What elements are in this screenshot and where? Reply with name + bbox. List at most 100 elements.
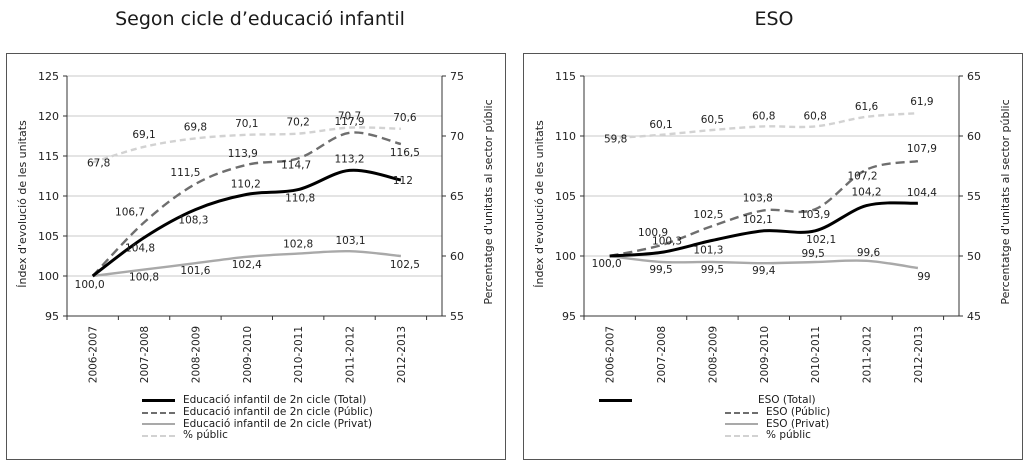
legend-item-pct: % públic <box>599 430 830 442</box>
data-label-total: 110,8 <box>285 193 315 205</box>
series-line-pct <box>609 112 918 140</box>
data-label-pct: 60,1 <box>649 119 672 131</box>
data-label-pct: 70,7 <box>338 111 361 123</box>
x-tick-label: 2012-2013 <box>396 326 408 383</box>
legend-item-pct: % públic <box>142 430 373 442</box>
chart-title-infantil: Segon cicle d’educació infantil <box>115 8 405 30</box>
chart-title-eso: ESO <box>754 8 794 30</box>
y-tick-label-right: 60 <box>967 130 981 143</box>
legend: Educació infantil de 2n cicle (Total) Ed… <box>142 394 373 442</box>
data-label-total: 113,2 <box>335 153 365 165</box>
legend: ESO (Total) ESO (Públic) ESO (Privat) % … <box>599 394 831 442</box>
data-label-total: 104,8 <box>125 243 155 255</box>
legend-label-total: Educació infantil de 2n cicle (Total) <box>183 394 367 406</box>
chart-plot-eso: 95 100 105 110 115 45 50 55 60 65 2006-2007 2007-20… <box>533 70 1012 383</box>
y-axis-title-left: Índex d'evolució de les unitats <box>533 120 546 288</box>
y-axis-title-right: Percentatge d'unitats al sector públic <box>482 99 495 304</box>
data-label-pct: 69,8 <box>184 121 207 133</box>
chart-plot-infantil: 95 100 105 110 115 120 125 55 60 65 70 75 2006-2007 2… <box>16 70 495 383</box>
data-label-pct: 59,8 <box>604 133 627 145</box>
legend-item-private: Educació infantil de 2n cicle (Privat) <box>142 417 373 431</box>
data-label-private: 102,4 <box>232 259 262 271</box>
legend-swatch-private <box>725 423 758 426</box>
y-tick-label-left: 100 <box>38 270 59 283</box>
data-label-private: 99,5 <box>649 264 672 276</box>
legend-label-pct: % públic <box>766 429 811 442</box>
x-tick-label: 2009-2010 <box>759 326 771 383</box>
y-tick-label-left: 115 <box>555 70 576 83</box>
legend-swatch-private <box>142 423 175 426</box>
data-label-pct: 67,8 <box>87 157 110 169</box>
legend-swatch-pct <box>142 435 175 438</box>
legend-swatch-total <box>142 399 175 403</box>
chart-panel-eso: 95 100 105 110 115 45 50 55 60 65 2006-2007 2007-20… <box>523 53 1023 460</box>
x-tick-label: 2007-2008 <box>139 326 151 383</box>
data-label-public: 106,7 <box>115 206 145 218</box>
chart-panel-infantil: 95 100 105 110 115 120 125 55 60 65 70 75 2006-2007 2… <box>6 53 506 460</box>
data-label-public: 117,9 <box>335 116 365 128</box>
y-tick-label-right: 65 <box>967 70 981 83</box>
legend-item-total: Educació infantil de 2n cicle (Total) <box>142 394 373 407</box>
legend-label-total: ESO (Total) <box>758 394 816 406</box>
data-label-total: 108,3 <box>178 215 208 227</box>
y-tick-label-right: 70 <box>450 130 464 143</box>
legend-label-private: ESO (Privat) <box>766 417 830 430</box>
data-label-public: 113,9 <box>228 148 258 160</box>
data-label-public: 103,9 <box>800 209 830 221</box>
y-tick-label-left: 110 <box>38 190 59 203</box>
data-label-public: 111,5 <box>170 167 200 179</box>
legend-item-public: ESO (Públic) <box>599 405 831 419</box>
x-tick-label: 2008-2009 <box>707 326 719 383</box>
legend-label-public: ESO (Públic) <box>766 405 831 418</box>
data-label-private: 102,5 <box>390 259 420 271</box>
y-tick-label-left: 105 <box>38 230 59 243</box>
y-tick-label-left: 115 <box>38 150 59 163</box>
data-label-public: 102,5 <box>693 209 723 221</box>
y-tick-label-right: 65 <box>450 190 464 203</box>
data-label-pct: 61,6 <box>855 101 879 113</box>
series-line-public <box>609 160 919 258</box>
legend-item-total: ESO (Total) <box>599 394 830 407</box>
x-tick-label: 2006-2007 <box>605 326 617 383</box>
x-tick-label: 2010-2011 <box>810 326 822 383</box>
x-tick-label: 2007-2008 <box>656 326 668 383</box>
data-label-private: 100,8 <box>129 272 159 284</box>
legend-item-private: ESO (Privat) <box>599 417 830 431</box>
data-label-public: 107,9 <box>907 143 937 155</box>
data-label-total: 110,2 <box>231 178 261 190</box>
x-tick-label: 2008-2009 <box>190 326 202 383</box>
y-axis-title-left: Índex d'evolució de les unitats <box>16 120 29 288</box>
data-label-public: 103,8 <box>743 192 773 204</box>
data-label-pct: 60,8 <box>803 110 826 122</box>
x-tick-label: 2006-2007 <box>88 326 100 383</box>
series-line-private <box>609 254 919 270</box>
y-tick-label-right: 55 <box>450 310 464 323</box>
data-label-private: 101,6 <box>180 265 210 277</box>
y-tick-label-right: 50 <box>967 250 981 263</box>
y-tick-label-right: 75 <box>450 70 464 83</box>
data-label-pct: 70,2 <box>286 117 309 129</box>
data-label-pct: 70,6 <box>393 112 417 124</box>
legend-label-pct: % públic <box>183 429 228 442</box>
legend-label-private: Educació infantil de 2n cicle (Privat) <box>183 417 372 430</box>
data-label-pct: 69,1 <box>132 129 155 141</box>
data-label-pct: 70,1 <box>235 118 258 130</box>
y-tick-label-right: 55 <box>967 190 981 203</box>
series-line-total <box>91 168 402 278</box>
data-label-private: 99,5 <box>801 248 824 260</box>
x-tick-label: 2009-2010 <box>242 326 254 383</box>
series-line-pct <box>92 126 401 164</box>
y-tick-label-left: 95 <box>562 310 576 323</box>
data-label-pct: 61,9 <box>910 96 933 108</box>
data-label-total: 100,3 <box>652 235 682 247</box>
y-axis-title-right: Percentatge d'unitats al sector públic <box>999 99 1012 304</box>
data-label-pct: 60,8 <box>752 110 775 122</box>
data-label-private: 103,1 <box>336 235 366 247</box>
data-label-private: 102,8 <box>283 239 313 251</box>
series-line-private <box>92 249 402 278</box>
data-label-total: 112 <box>393 175 413 187</box>
data-label-public: 114,7 <box>281 159 311 171</box>
data-label-pct: 60,5 <box>701 114 724 126</box>
y-tick-label-left: 95 <box>45 310 59 323</box>
legend-swatch-pct <box>725 435 758 438</box>
